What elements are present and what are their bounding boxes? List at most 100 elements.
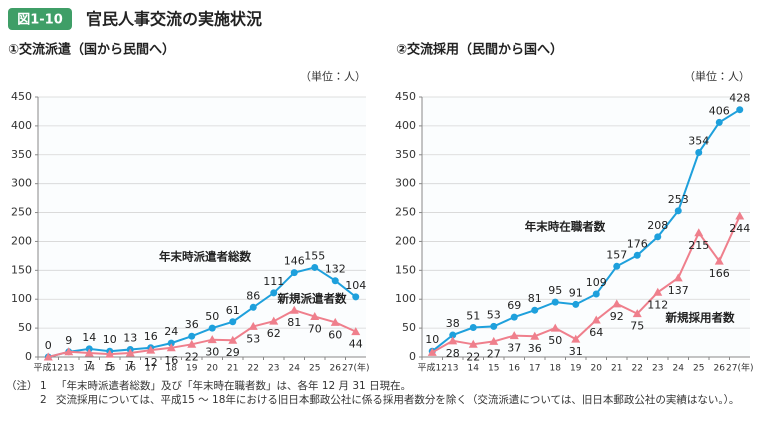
data-label: 28	[446, 347, 460, 360]
data-label: 166	[709, 267, 730, 280]
x-tick-label: 13	[63, 364, 74, 374]
data-label: 36	[185, 318, 199, 331]
data-label: 354	[688, 134, 709, 147]
series-name: 新規採用者数	[665, 311, 735, 325]
unit-label: （単位：人）	[684, 69, 750, 83]
data-point	[612, 299, 622, 308]
series-name: 新規派遣者数	[277, 292, 347, 306]
x-tick-label: 25	[309, 364, 320, 374]
series-name: 年末時派遣者総数	[159, 250, 251, 264]
data-point	[735, 211, 745, 220]
data-label: 13	[123, 331, 137, 344]
data-point	[330, 317, 340, 326]
note-spacer	[6, 393, 40, 407]
data-point	[530, 331, 540, 340]
data-point	[448, 336, 458, 345]
data-label: 92	[610, 310, 624, 323]
data-point	[188, 332, 196, 340]
data-label: 64	[589, 326, 603, 339]
data-point	[207, 335, 217, 344]
data-label: 9	[65, 334, 72, 347]
data-label: 146	[284, 255, 305, 268]
plot-area	[422, 97, 750, 357]
data-point	[449, 331, 457, 339]
y-tick-label: 100	[395, 292, 416, 305]
data-point	[468, 339, 478, 348]
data-point	[674, 207, 682, 215]
data-label: 60	[328, 328, 342, 341]
data-point	[490, 322, 498, 330]
data-point	[146, 345, 156, 354]
x-tick-label: 26	[714, 364, 726, 374]
data-point	[714, 256, 724, 265]
x-tick-label: 16	[509, 364, 521, 374]
data-label: 137	[668, 284, 689, 297]
data-label: 62	[267, 327, 281, 340]
data-label: 215	[688, 239, 709, 252]
data-label: 176	[627, 237, 648, 250]
data-label: 155	[304, 249, 325, 262]
data-point	[289, 305, 299, 314]
unit-label: （単位：人）	[300, 69, 366, 83]
data-label: 7	[127, 359, 134, 372]
y-tick-label: 0	[25, 350, 32, 363]
data-point	[736, 106, 744, 114]
series-line	[431, 215, 741, 354]
figure-title: 官民人事交流の実施状況	[86, 10, 262, 29]
data-label: 109	[586, 276, 607, 289]
data-label: 112	[647, 298, 668, 311]
data-label: 14	[82, 331, 96, 344]
x-tick-label: 平成12	[418, 362, 447, 374]
data-label: 75	[630, 320, 644, 333]
data-point	[592, 290, 600, 298]
y-tick-label: 150	[395, 263, 416, 276]
data-label: 111	[263, 275, 284, 288]
data-point	[84, 348, 94, 357]
x-tick-label: 24	[289, 364, 301, 374]
data-point	[633, 251, 641, 259]
data-point	[249, 303, 257, 311]
y-tick-label: 450	[395, 90, 416, 103]
data-point	[427, 347, 437, 356]
x-tick-label: 27(年)	[342, 362, 369, 374]
data-point	[270, 289, 278, 297]
data-label: 53	[246, 332, 260, 345]
data-label: 16	[164, 354, 178, 367]
data-point	[166, 343, 176, 352]
data-label: 70	[308, 323, 322, 336]
data-point	[290, 269, 298, 277]
y-tick-label: 200	[11, 234, 32, 247]
x-tick-label: 15	[488, 364, 499, 374]
note-label: （注）	[6, 380, 38, 392]
y-tick-label: 300	[395, 177, 416, 190]
data-point	[510, 313, 518, 321]
y-tick-label: 50	[402, 321, 416, 334]
data-point	[571, 334, 581, 343]
series-name: 年末時在職者数	[525, 220, 606, 234]
x-tick-label: 20	[591, 364, 603, 374]
x-tick-label: 17	[529, 364, 540, 374]
data-point	[248, 321, 258, 330]
data-label: 253	[668, 193, 689, 206]
data-label: 132	[325, 263, 346, 276]
data-label: 91	[569, 286, 583, 299]
data-label: 12	[144, 356, 158, 369]
y-tick-label: 100	[11, 292, 32, 305]
y-tick-label: 450	[11, 90, 32, 103]
data-point	[351, 327, 361, 336]
y-tick-label: 200	[395, 234, 416, 247]
x-tick-label: 14	[84, 364, 96, 374]
note-row: 2 交流採用については、平成15 ～ 18年における旧日本郵政公社に係る採用者数…	[6, 393, 754, 407]
data-label: 208	[647, 219, 668, 232]
data-point	[695, 148, 703, 156]
x-tick-label: 21	[611, 364, 622, 374]
y-tick-label: 350	[11, 148, 32, 161]
data-label: 157	[606, 248, 627, 261]
x-tick-label: 21	[227, 364, 238, 374]
data-point	[591, 315, 601, 324]
data-point	[632, 309, 642, 318]
data-label: 38	[446, 317, 460, 330]
data-label: 5	[106, 360, 113, 373]
x-tick-label: 18	[550, 364, 562, 374]
